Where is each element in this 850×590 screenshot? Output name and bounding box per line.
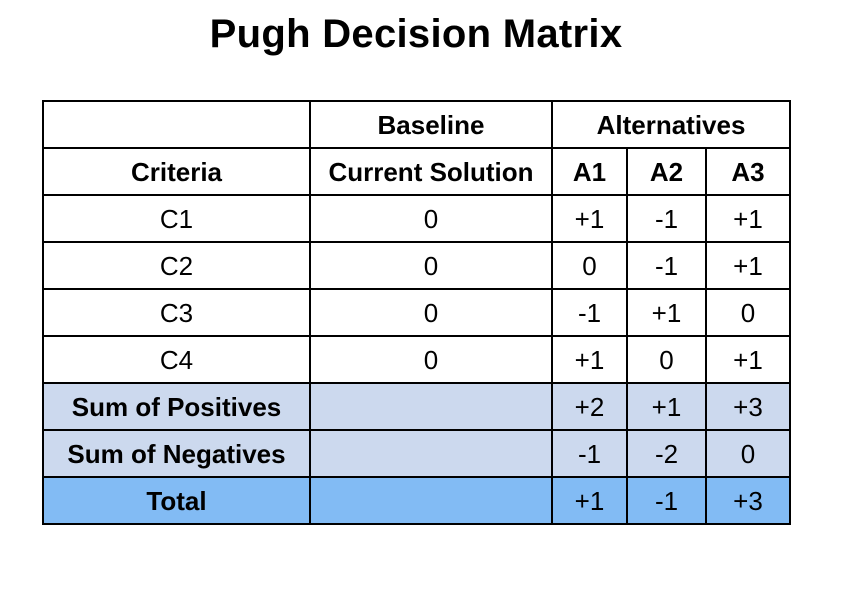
score-a3: +1 xyxy=(705,241,791,290)
sum-of-negatives-row: Sum of Negatives -1 -2 0 xyxy=(42,429,791,478)
current-solution-column-header: Current Solution xyxy=(309,147,553,196)
criterion-label: C2 xyxy=(42,241,311,290)
sum-of-negatives-label: Sum of Negatives xyxy=(42,429,311,478)
page-title: Pugh Decision Matrix xyxy=(209,12,623,56)
score-a3: +1 xyxy=(705,194,791,243)
score-a1: -1 xyxy=(551,288,628,337)
empty-baseline-cell xyxy=(309,382,553,431)
alternative-a2-header: A2 xyxy=(626,147,707,196)
score-a1: +1 xyxy=(551,194,628,243)
criterion-row-c1: C1 0 +1 -1 +1 xyxy=(42,194,791,243)
criterion-label: C4 xyxy=(42,335,311,384)
column-header-row: Criteria Current Solution A1 A2 A3 xyxy=(42,147,791,196)
sum-of-positives-row: Sum of Positives +2 +1 +3 xyxy=(42,382,791,431)
baseline-score: 0 xyxy=(309,194,553,243)
sum-of-positives-label: Sum of Positives xyxy=(42,382,311,431)
empty-baseline-cell xyxy=(309,476,553,525)
baseline-score: 0 xyxy=(309,241,553,290)
score-a3: +1 xyxy=(705,335,791,384)
group-header-row: Baseline Alternatives xyxy=(42,100,791,149)
negatives-a1: -1 xyxy=(551,429,628,478)
criterion-row-c3: C3 0 -1 +1 0 xyxy=(42,288,791,337)
negatives-a2: -2 xyxy=(626,429,707,478)
baseline-group-header: Baseline xyxy=(309,100,553,149)
criterion-label: C1 xyxy=(42,194,311,243)
total-a1: +1 xyxy=(551,476,628,525)
alternatives-group-header: Alternatives xyxy=(551,100,791,149)
criteria-column-header: Criteria xyxy=(42,147,311,196)
alternative-a1-header: A1 xyxy=(551,147,628,196)
baseline-score: 0 xyxy=(309,288,553,337)
positives-a2: +1 xyxy=(626,382,707,431)
criterion-row-c2: C2 0 0 -1 +1 xyxy=(42,241,791,290)
empty-baseline-cell xyxy=(309,429,553,478)
positives-a1: +2 xyxy=(551,382,628,431)
total-label: Total xyxy=(42,476,311,525)
score-a1: 0 xyxy=(551,241,628,290)
positives-a3: +3 xyxy=(705,382,791,431)
alternative-a3-header: A3 xyxy=(705,147,791,196)
score-a2: +1 xyxy=(626,288,707,337)
total-a2: -1 xyxy=(626,476,707,525)
score-a2: -1 xyxy=(626,241,707,290)
total-row: Total +1 -1 +3 xyxy=(42,476,791,525)
criterion-row-c4: C4 0 +1 0 +1 xyxy=(42,335,791,384)
baseline-score: 0 xyxy=(309,335,553,384)
criterion-label: C3 xyxy=(42,288,311,337)
score-a2: 0 xyxy=(626,335,707,384)
pugh-matrix-table: Baseline Alternatives Criteria Current S… xyxy=(42,100,791,525)
score-a2: -1 xyxy=(626,194,707,243)
negatives-a3: 0 xyxy=(705,429,791,478)
empty-corner-cell xyxy=(42,100,311,149)
total-a3: +3 xyxy=(705,476,791,525)
score-a1: +1 xyxy=(551,335,628,384)
score-a3: 0 xyxy=(705,288,791,337)
